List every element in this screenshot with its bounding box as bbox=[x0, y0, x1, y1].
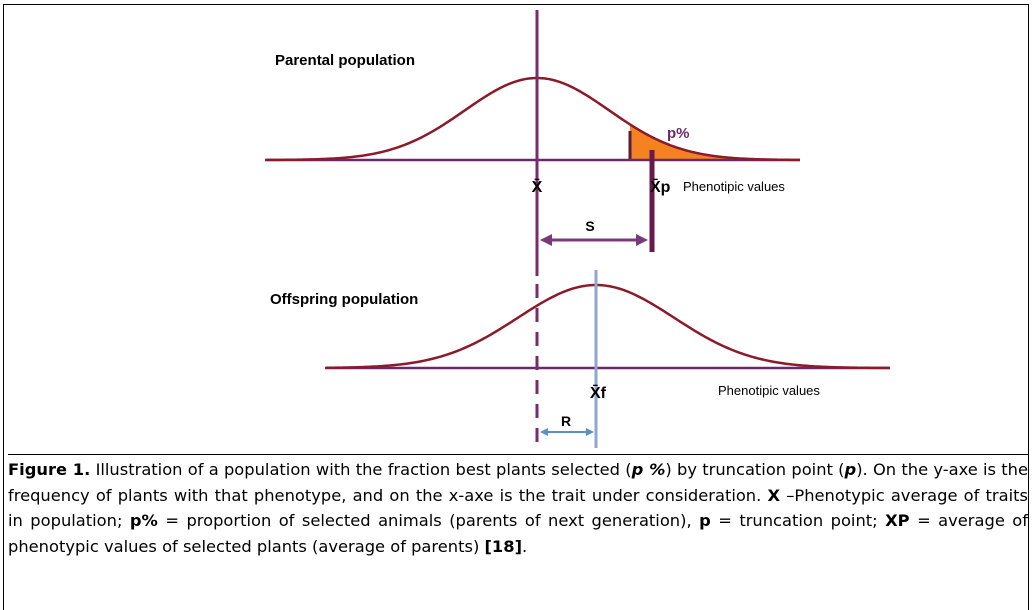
caption-run: p % bbox=[631, 460, 666, 479]
label: Phenotipic values bbox=[718, 383, 820, 398]
label: S bbox=[585, 218, 594, 234]
label: X̄p bbox=[650, 177, 671, 196]
caption-run: . bbox=[522, 536, 528, 556]
caption-run: = average of phenotypic values of select… bbox=[8, 511, 1028, 556]
parental-curve bbox=[265, 76, 801, 162]
caption-run: p bbox=[844, 460, 857, 479]
label: Offspring population bbox=[270, 291, 418, 308]
label: X̄f bbox=[590, 383, 607, 402]
label: Phenotipic values bbox=[683, 179, 785, 194]
caption-run: Figure 1. bbox=[8, 460, 91, 479]
label: R bbox=[561, 413, 571, 429]
caption-run: ) by truncation point ( bbox=[665, 460, 845, 479]
caption-run: = truncation point; bbox=[710, 511, 886, 531]
s-arrow bbox=[540, 234, 648, 246]
caption-run: p bbox=[699, 511, 711, 531]
selected-area bbox=[630, 124, 800, 160]
caption-run: p% bbox=[129, 511, 158, 531]
caption-run: XP bbox=[885, 511, 910, 531]
caption-run: = proportion of selected animals (parent… bbox=[157, 511, 700, 531]
label: X̄ bbox=[532, 177, 543, 196]
caption-run: Illustration of a population with the fr… bbox=[90, 460, 632, 479]
label: p% bbox=[667, 125, 690, 142]
caption-run: X bbox=[767, 485, 781, 505]
label: Parental population bbox=[275, 52, 415, 69]
caption: Figure 1. Illustration of a population w… bbox=[8, 454, 1028, 559]
offspring-curve bbox=[325, 283, 891, 370]
figure-frame bbox=[3, 4, 1029, 610]
caption-run: ). On the y-axe is the frequency of plan… bbox=[8, 460, 1029, 505]
caption-run: [18] bbox=[484, 536, 523, 556]
diagram: Parental population p% X̄ X̄p Phenotipic… bbox=[265, 10, 891, 448]
caption-run: –Phenotypic average of traits in populat… bbox=[8, 485, 1028, 531]
r-arrow bbox=[540, 428, 594, 436]
